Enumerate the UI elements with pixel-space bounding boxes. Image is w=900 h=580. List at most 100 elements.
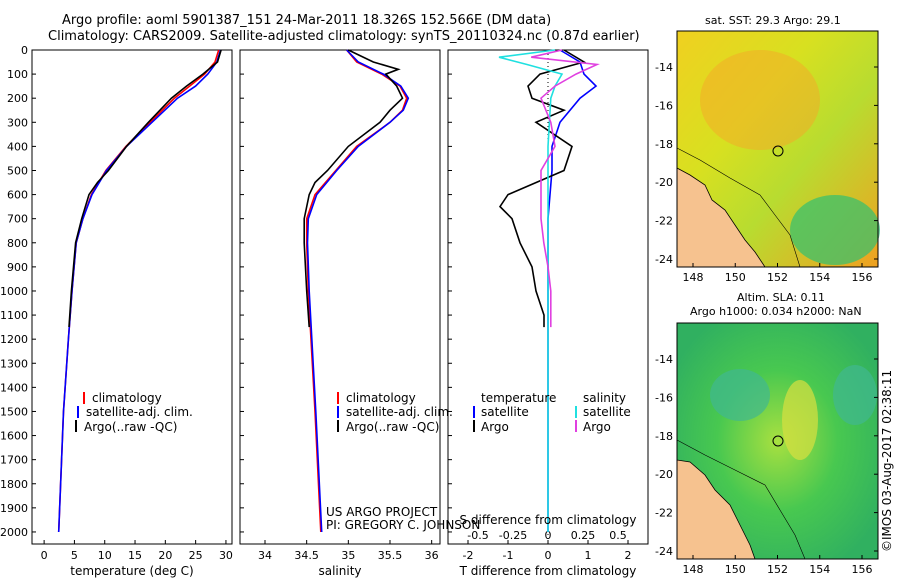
- x-tick-label: -2: [463, 549, 474, 562]
- map-y-tick-label: -22: [655, 215, 673, 228]
- map-y-tick-label: -16: [655, 391, 673, 404]
- s-tick-label: 0: [545, 529, 552, 542]
- series-line-climatology: [305, 49, 408, 533]
- s-tick-label: -0.5: [467, 529, 488, 542]
- salinity-panel: [239, 49, 441, 545]
- depth-tick-label: 2000: [0, 526, 28, 539]
- difference-legend: temperature salinity satellite Argo sate…: [473, 391, 631, 434]
- legend-t-satellite: satellite: [481, 405, 529, 419]
- sst-cool-patch: [790, 195, 880, 265]
- depth-tick-label: 1700: [0, 454, 28, 467]
- salinity-legend: climatology satellite-adj. clim. Argo(..…: [326, 391, 480, 532]
- difference-xlabel: T difference from climatology: [459, 564, 637, 578]
- depth-tick-label: 1300: [0, 357, 28, 370]
- depth-tick-label: 100: [7, 68, 28, 81]
- credit-pi: PI: GREGORY C. JOHNSON: [326, 518, 480, 532]
- depth-tick-label: 1400: [0, 381, 28, 394]
- map-y-tick-label: -14: [655, 353, 673, 366]
- map-x-tick-label: 152: [767, 563, 788, 576]
- depth-tick-label: 700: [7, 213, 28, 226]
- x-tick-label: 0: [41, 549, 48, 562]
- difference-s-label: S difference from climatology: [460, 513, 637, 527]
- temperature-panel: [31, 49, 233, 545]
- depth-tick-label: 500: [7, 164, 28, 177]
- x-tick-label: 0: [545, 549, 552, 562]
- sla-map: 148 150 152 154 156 -14 -16 -18 -20 -22 -24: [655, 322, 879, 576]
- map-x-tick-label: 148: [683, 271, 704, 284]
- map-y-tick-label: -22: [655, 507, 673, 520]
- depth-axis: 0 100 200 300 400 500 600 700 800 900 1000 1100 1200…: [0, 44, 452, 539]
- credit-project: US ARGO PROJECT: [326, 505, 438, 519]
- x-tick-label: 2: [625, 549, 632, 562]
- series-line-argo-raw-qc-: [68, 49, 222, 328]
- map-x-tick-label: 148: [683, 563, 704, 576]
- legend-satellite: satellite-adj. clim.: [346, 405, 453, 419]
- depth-tick-label: 0: [21, 44, 28, 57]
- difference-series: [498, 49, 600, 532]
- header-title-line2: Climatology: CARS2009. Satellite-adjuste…: [48, 29, 640, 44]
- legend-satellite: satellite-adj. clim.: [86, 405, 193, 419]
- depth-tick-label: 1100: [0, 309, 28, 322]
- legend-argo: Argo(..raw -QC): [84, 420, 177, 434]
- series-line-argo-raw-qc-: [303, 49, 404, 328]
- x-tick-label: 5: [71, 549, 78, 562]
- sst-map-title: sat. SST: 29.3 Argo: 29.1: [705, 14, 841, 27]
- map-x-tick-label: 150: [725, 271, 746, 284]
- depth-tick-label: 1200: [0, 333, 28, 346]
- temperature-xlabel: temperature (deg C): [70, 564, 193, 578]
- map-y-tick-label: -24: [655, 253, 673, 266]
- map-y-tick-label: -20: [655, 468, 673, 481]
- x-tick-label: 20: [158, 549, 172, 562]
- sla-argo-position: [772, 435, 784, 447]
- map-y-tick-label: -24: [655, 545, 673, 558]
- legend-salinity-title: salinity: [583, 391, 626, 405]
- series-line-satellite-adj-clim-: [306, 49, 410, 533]
- temperature-x-axis: 0 5 10 15 20 25 30: [41, 540, 233, 562]
- legend-s-argo: Argo: [583, 420, 611, 434]
- temperature-legend: climatology satellite-adj. clim. Argo(..…: [75, 391, 193, 434]
- depth-tick-label: 300: [7, 116, 28, 129]
- legend-climatology: climatology: [92, 391, 162, 405]
- series-line-temperature-satellite: [547, 49, 598, 532]
- salinity-xlabel: salinity: [318, 564, 361, 578]
- sst-warm-patch: [700, 50, 820, 150]
- series-line-satellite-adj-clim-: [57, 49, 222, 533]
- sst-map: 148 150 152 154 156 -14 -16 -18 -20 -22 -24: [655, 30, 880, 284]
- map-x-tick-label: 152: [767, 271, 788, 284]
- legend-argo: Argo(..raw -QC): [346, 420, 439, 434]
- s-tick-label: -0.25: [499, 529, 527, 542]
- depth-tick-label: 200: [7, 92, 28, 105]
- sla-map-title2: Argo h1000: 0.034 h2000: NaN: [690, 305, 862, 318]
- x-tick-label: 34.5: [294, 549, 319, 562]
- depth-tick-label: 1600: [0, 430, 28, 443]
- x-tick-label: -1: [503, 549, 514, 562]
- series-line-temperature-argo: [498, 49, 587, 328]
- x-tick-label: 36: [425, 549, 439, 562]
- x-tick-label: 30: [219, 549, 233, 562]
- s-tick-label: 0.5: [609, 529, 627, 542]
- map-x-tick-label: 156: [852, 563, 873, 576]
- map-y-tick-label: -18: [655, 138, 673, 151]
- series-line-climatology: [57, 49, 220, 533]
- s-tick-label: 0.25: [571, 529, 596, 542]
- series-line-salinity-satellite: [498, 49, 564, 532]
- legend-temperature-title: temperature: [481, 391, 556, 405]
- salinity-series: [303, 49, 410, 533]
- legend-t-argo: Argo: [481, 420, 509, 434]
- map-y-tick-label: -18: [655, 430, 673, 443]
- sst-contour: [676, 147, 801, 268]
- map-x-tick-label: 154: [809, 563, 830, 576]
- series-line-salinity-argo: [531, 49, 600, 328]
- sla-map-title1: Altim. SLA: 0.11: [737, 291, 826, 304]
- map-y-tick-label: -20: [655, 176, 673, 189]
- map-x-tick-label: 150: [725, 563, 746, 576]
- x-tick-label: 1: [585, 549, 592, 562]
- salinity-x-axis: 34 34.5 35 35.5 36: [258, 540, 439, 562]
- x-tick-label: 10: [98, 549, 112, 562]
- map-x-tick-label: 154: [809, 271, 830, 284]
- sst-argo-position: [772, 145, 784, 157]
- sst-axes: 148 150 152 154 156 -14 -16 -18 -20 -22 -24: [655, 61, 878, 284]
- depth-tick-label: 800: [7, 237, 28, 250]
- difference-x-axis: -2 -1 0 1 2 -0.5 -0.25 0 0.25 0.5: [463, 529, 632, 562]
